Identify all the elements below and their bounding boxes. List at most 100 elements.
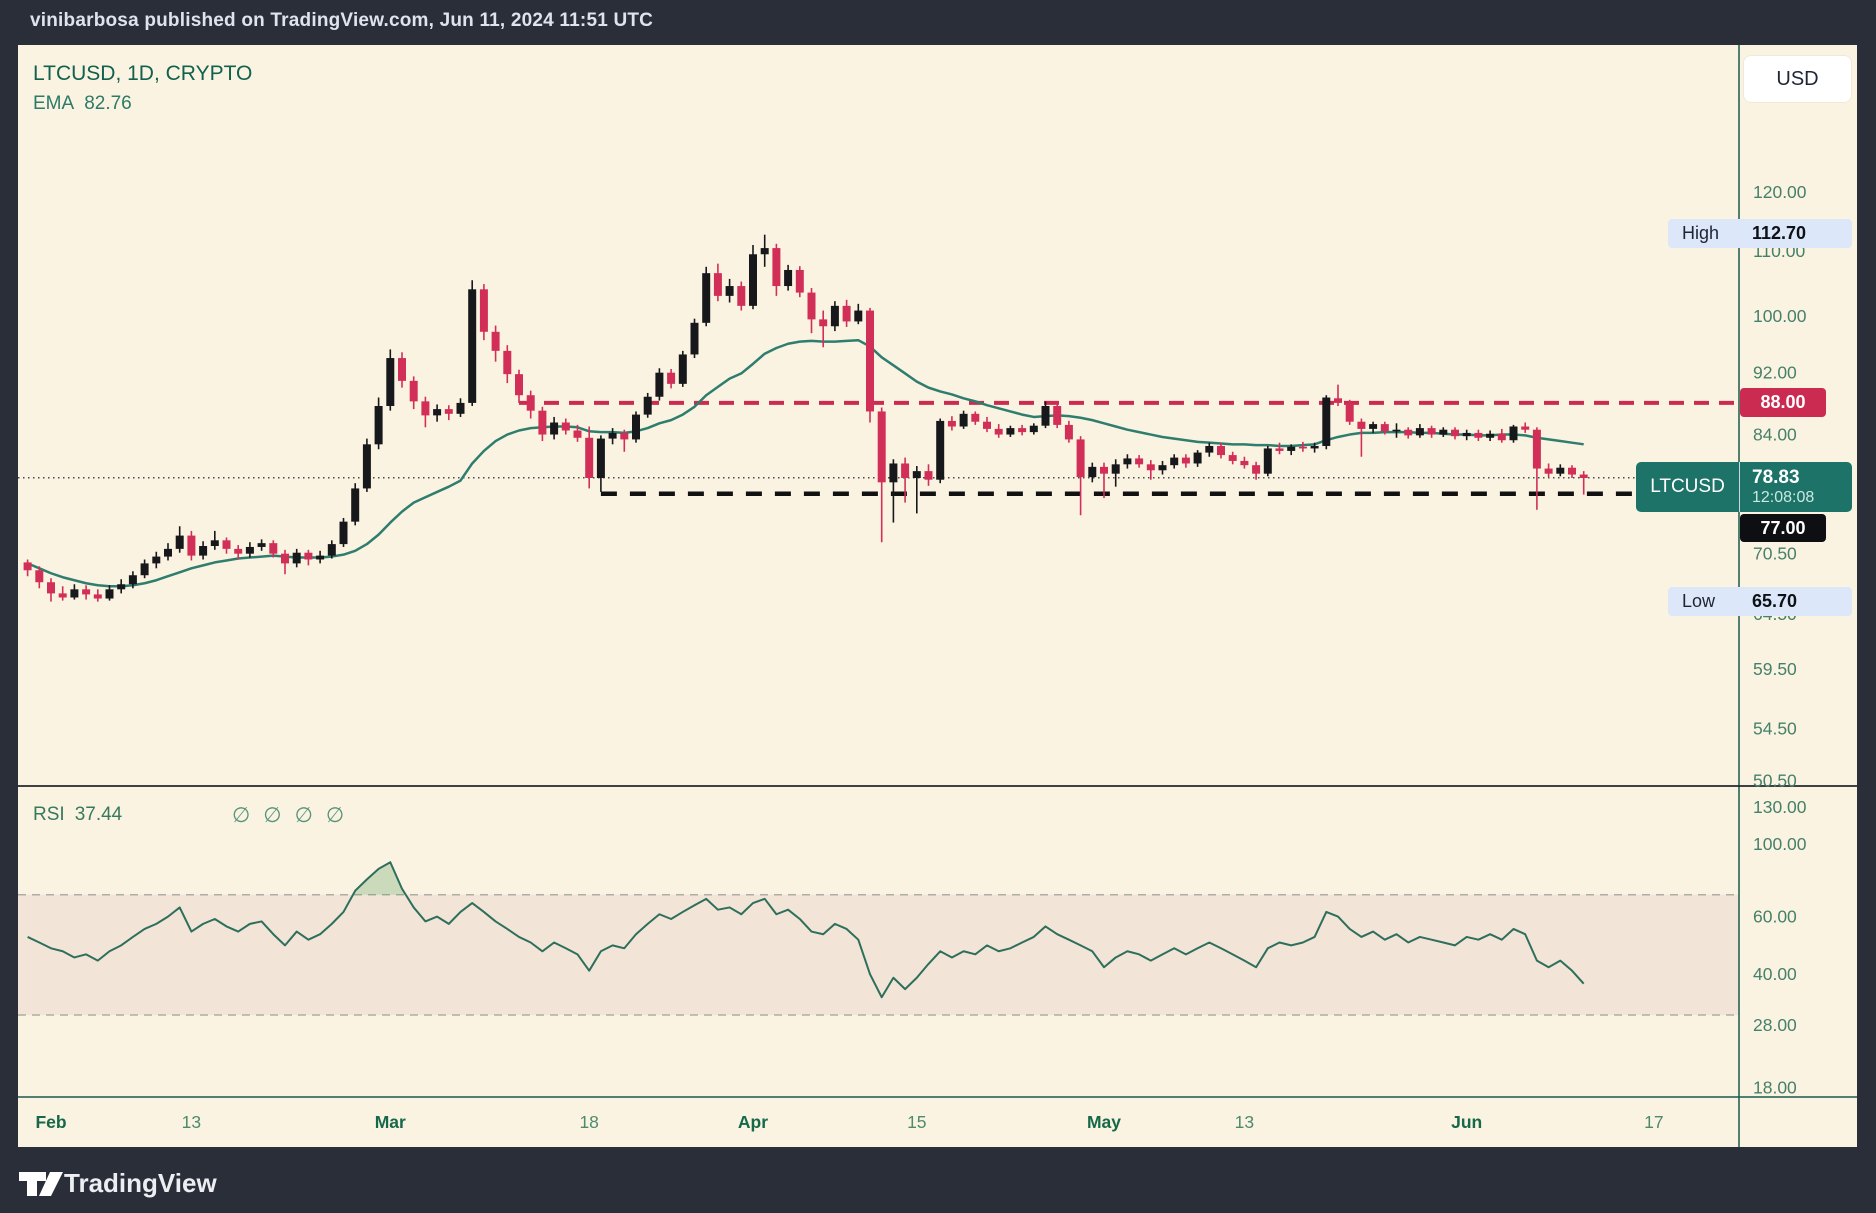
candle-body xyxy=(1088,466,1097,478)
last-price-badge: LTCUSD 78.83 12:08:08 xyxy=(1636,462,1852,512)
candle-body xyxy=(1252,465,1261,474)
candle-body xyxy=(210,540,219,547)
candle-body xyxy=(1486,433,1495,438)
candle-body xyxy=(1287,446,1296,451)
candle-body xyxy=(1053,406,1062,425)
candle-body xyxy=(643,396,652,415)
candle-body xyxy=(526,395,535,411)
ema-value: 82.76 xyxy=(84,93,132,114)
rsi-tick-label: 28.00 xyxy=(1753,1015,1797,1035)
time-tick-label: Apr xyxy=(738,1112,768,1132)
rsi-tick-label: 130.00 xyxy=(1753,797,1807,817)
candle-body xyxy=(82,589,91,595)
candle-body xyxy=(105,589,114,599)
ema-legend[interactable]: EMA 82.76 xyxy=(33,93,132,115)
candle-body xyxy=(1451,429,1459,437)
candle-body xyxy=(561,422,570,431)
candle-body xyxy=(1041,406,1050,426)
candle-body xyxy=(585,437,594,478)
candle-body xyxy=(842,305,851,322)
candle-body xyxy=(187,535,196,556)
candle-body xyxy=(819,319,828,327)
time-tick-label: 18 xyxy=(579,1112,598,1132)
candle-body xyxy=(281,553,289,564)
time-tick-label: 13 xyxy=(182,1112,201,1132)
candle-body xyxy=(1240,460,1249,466)
candle-body xyxy=(409,380,418,402)
candle-body xyxy=(1544,468,1553,474)
candle-body xyxy=(866,310,874,412)
candle-body xyxy=(690,322,699,355)
time-tick-label: 15 xyxy=(907,1112,926,1132)
candle-body xyxy=(339,521,348,545)
candle-body xyxy=(1100,466,1108,474)
candle-body xyxy=(269,543,278,554)
candle-body xyxy=(1181,457,1190,464)
candle-body xyxy=(175,535,184,549)
time-tick-label: 17 xyxy=(1644,1112,1663,1132)
candle-body xyxy=(1228,455,1237,461)
candle-body xyxy=(1111,464,1120,474)
candle-body xyxy=(1064,424,1073,440)
candle-body xyxy=(550,422,559,435)
candle-body xyxy=(304,552,313,560)
candle-body xyxy=(1369,424,1378,429)
tradingview-wordmark[interactable]: TradingView xyxy=(64,1168,217,1198)
candle-body xyxy=(1579,474,1588,478)
candle-body xyxy=(760,248,769,255)
candle-body xyxy=(140,563,149,576)
rsi-value: 37.44 xyxy=(74,804,123,825)
candle-body xyxy=(1146,464,1155,471)
candle-body xyxy=(234,548,243,554)
candle-body xyxy=(152,556,161,564)
time-tick-label: Jun xyxy=(1451,1112,1482,1132)
candle-body xyxy=(222,540,231,549)
candle-body xyxy=(725,286,734,296)
candle-body xyxy=(1076,439,1085,478)
candle-body xyxy=(889,463,898,483)
candle-body xyxy=(620,432,629,440)
candle-body xyxy=(1532,429,1541,469)
candle-body xyxy=(772,248,781,287)
candle-body xyxy=(468,289,477,403)
candle-body xyxy=(164,548,172,557)
price-tick-label: 50.50 xyxy=(1753,771,1797,791)
candle-body xyxy=(1334,398,1342,403)
chart-panel-background xyxy=(18,45,1857,1147)
candle-body xyxy=(1310,445,1319,449)
candle-body xyxy=(93,594,102,599)
candle-body xyxy=(1170,457,1179,466)
candle-body xyxy=(596,438,605,478)
rsi-legend[interactable]: RSI 37.44 xyxy=(33,804,122,826)
candle-body xyxy=(316,555,325,560)
rsi-tick-label: 18.00 xyxy=(1753,1078,1797,1098)
candle-body xyxy=(1322,397,1331,446)
candle-body xyxy=(1568,467,1576,475)
tradingview-logo-icon[interactable] xyxy=(18,1171,64,1197)
candle-body xyxy=(1415,428,1424,436)
currency-toggle-button[interactable]: USD xyxy=(1744,56,1851,102)
candle-body xyxy=(23,562,32,571)
candle-body xyxy=(1556,467,1565,474)
price-tick-label: 120.00 xyxy=(1753,182,1807,202)
price-tick-label: 59.50 xyxy=(1753,659,1797,679)
candle-body xyxy=(362,444,371,489)
candle-body xyxy=(1427,428,1436,435)
candle-body xyxy=(795,269,804,293)
candle-body xyxy=(1474,432,1483,438)
candle-body xyxy=(1462,432,1471,437)
candle-body xyxy=(398,358,406,381)
resistance-level-badge: 88.00 xyxy=(1740,388,1826,417)
candle-body xyxy=(936,420,945,480)
candle-body xyxy=(1392,429,1401,432)
candle-body xyxy=(924,471,933,480)
rsi-tick-label: 60.00 xyxy=(1753,907,1797,927)
candle-body xyxy=(35,570,44,583)
high-label: High xyxy=(1682,223,1720,243)
rsi-tick-label: 100.00 xyxy=(1753,834,1807,854)
price-tick-label: 54.50 xyxy=(1753,719,1797,739)
symbol-legend[interactable]: LTCUSD, 1D, CRYPTO xyxy=(33,62,253,85)
candle-body xyxy=(386,358,395,407)
low-label: Low xyxy=(1682,591,1716,611)
